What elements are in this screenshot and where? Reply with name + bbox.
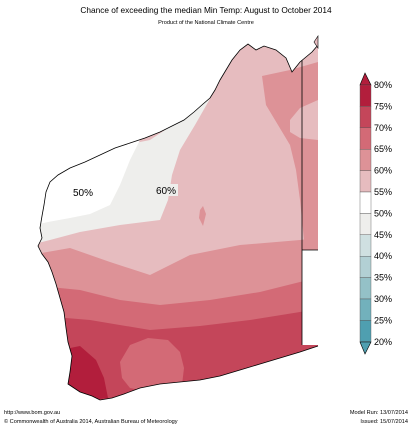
legend-tick-label: 20% bbox=[374, 337, 392, 347]
footer-right: Model Run: 13/07/2014 Issued: 15/07/2014 bbox=[350, 409, 408, 427]
legend-tick-label: 75% bbox=[374, 101, 392, 111]
legend-cell bbox=[359, 106, 372, 129]
legend-tick-label: 45% bbox=[374, 230, 392, 240]
map-label-60: 60% bbox=[156, 186, 176, 197]
legend-tick-label: 70% bbox=[374, 123, 392, 133]
footer-copyright: © Commonwealth of Australia 2014, Austra… bbox=[4, 419, 178, 425]
band-50-55 bbox=[38, 140, 140, 226]
legend-cell bbox=[359, 213, 372, 235]
legend-cell bbox=[359, 277, 372, 300]
legend-cell bbox=[359, 256, 372, 278]
footer-issued: Issued: 15/07/2014 bbox=[360, 419, 408, 425]
legend-cell bbox=[359, 320, 372, 342]
legend-tick-label: 80% bbox=[374, 80, 392, 90]
legend-arrow-bottom bbox=[359, 341, 372, 355]
band-60-65-north bbox=[290, 100, 318, 140]
map-title: Chance of exceeding the median Min Temp:… bbox=[80, 5, 332, 15]
footer-model-run: Model Run: 13/07/2014 bbox=[349, 410, 408, 416]
legend-tick-label: 50% bbox=[374, 208, 392, 218]
patch-70-south bbox=[120, 338, 184, 392]
legend-tick-label: 55% bbox=[374, 187, 392, 197]
legend-arrow-top bbox=[359, 72, 372, 86]
map-label-60-bg bbox=[154, 184, 178, 196]
legend-cell bbox=[359, 127, 372, 150]
map-subtitle: Product of the National Climate Centre bbox=[158, 20, 254, 26]
legend-tick-label: 60% bbox=[374, 166, 392, 176]
legend-tick-label: 35% bbox=[374, 273, 392, 283]
footer-left: http://www.bom.gov.au © Commonwealth of … bbox=[4, 409, 178, 427]
legend-tick-label: 65% bbox=[374, 144, 392, 154]
legend-cell bbox=[359, 191, 372, 214]
coast-island bbox=[313, 35, 319, 49]
legend-cell bbox=[359, 298, 372, 321]
patch-65 bbox=[199, 206, 206, 226]
footer-url: http://www.bom.gov.au bbox=[4, 410, 61, 416]
legend-cell bbox=[359, 148, 372, 171]
map-label-50: 50% bbox=[73, 188, 93, 199]
coastline bbox=[37, 43, 319, 401]
legend-tick-label: 25% bbox=[374, 315, 392, 325]
legend-cell bbox=[359, 84, 372, 107]
legend-tick-label: 30% bbox=[374, 294, 392, 304]
legend-cell bbox=[359, 234, 372, 257]
legend-tick-label: 40% bbox=[374, 251, 392, 261]
state-border bbox=[301, 60, 318, 345]
legend-colorbar: 80% 75% 70% 65% 60% 55% 50% 45% 40% 35% 30% 25% 20% bbox=[359, 72, 392, 355]
legend-cell bbox=[359, 170, 372, 193]
